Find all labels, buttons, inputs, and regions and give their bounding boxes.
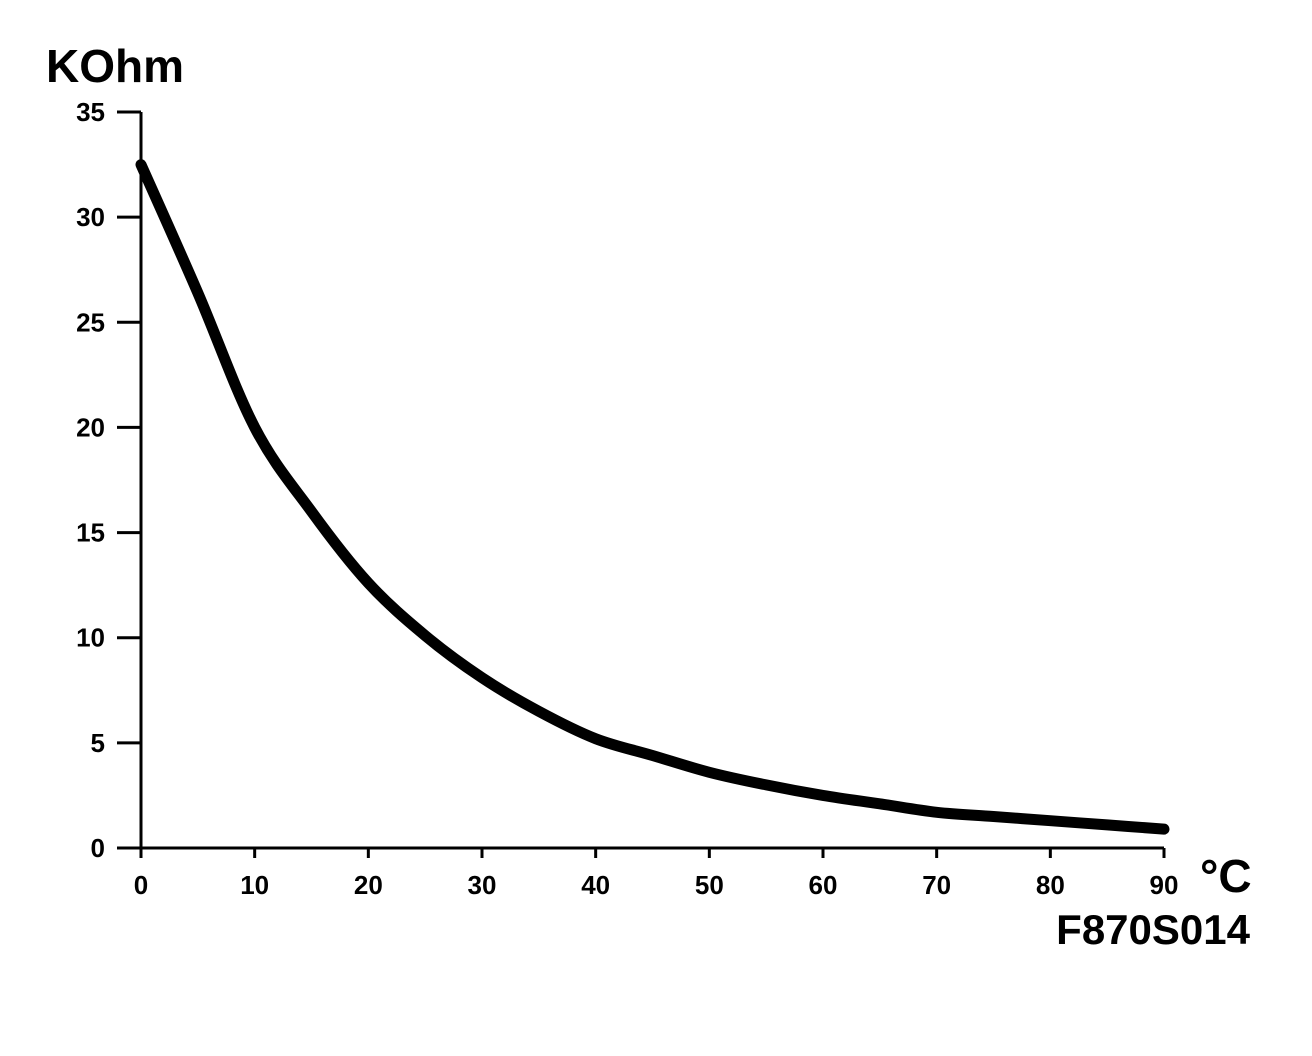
figure-code: F870S014 (1056, 906, 1250, 953)
y-axis-title: KOhm (46, 40, 184, 92)
x-tick-label: 60 (809, 870, 838, 900)
x-tick-label: 90 (1150, 870, 1179, 900)
y-tick-label: 5 (91, 728, 105, 758)
x-tick-label: 40 (581, 870, 610, 900)
y-tick-label: 20 (76, 412, 105, 442)
series (135, 159, 1170, 835)
x-tick-label: 0 (134, 870, 148, 900)
ticks: 0 10 20 30 40 50 60 70 80 90 0 5 10 15 20 25 30 35 (76, 97, 1178, 900)
x-axis-title: °C (1200, 850, 1252, 902)
x-tick-label: 50 (695, 870, 724, 900)
resistance-curve (135, 159, 1170, 835)
x-tick-label: 70 (922, 870, 951, 900)
y-tick-label: 30 (76, 202, 105, 232)
y-tick-label: 0 (91, 833, 105, 863)
x-tick-label: 10 (240, 870, 269, 900)
x-tick-label: 30 (468, 870, 497, 900)
x-tick-label: 80 (1036, 870, 1065, 900)
axes (139, 112, 1164, 850)
y-tick-label: 15 (76, 518, 105, 548)
x-tick-label: 20 (354, 870, 383, 900)
y-tick-label: 25 (76, 307, 105, 337)
y-tick-label: 35 (76, 97, 105, 127)
y-tick-label: 10 (76, 623, 105, 653)
